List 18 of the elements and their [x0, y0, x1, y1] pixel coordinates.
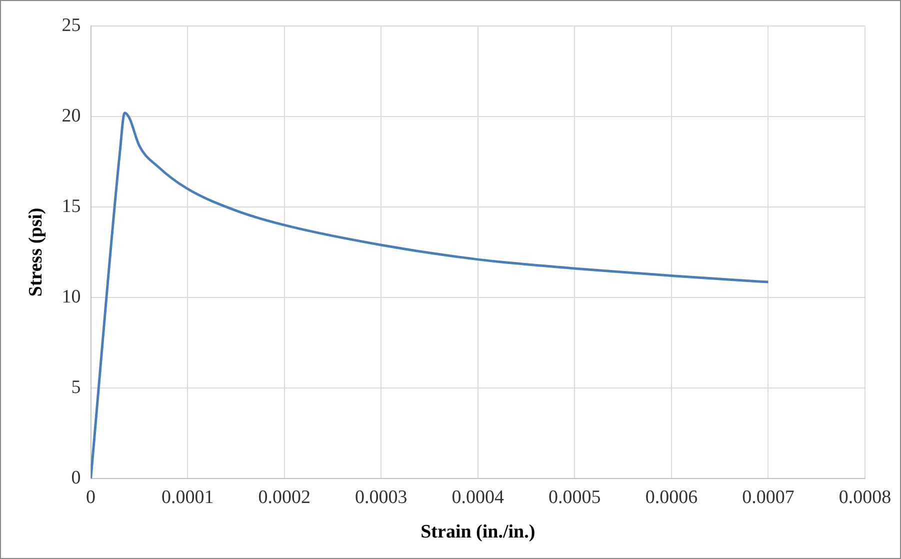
x-tick-label: 0.0001	[161, 486, 214, 508]
y-tick-label: 20	[62, 105, 81, 126]
y-tick-label: 10	[62, 286, 81, 308]
x-tick-label: 0.0003	[355, 486, 408, 508]
x-tick-label: 0.0008	[838, 486, 892, 508]
x-tick-label: 0.0005	[548, 486, 601, 508]
x-tick-label: 0.0006	[645, 486, 698, 508]
y-tick-label: 5	[71, 376, 81, 398]
y-tick-label: 0	[71, 467, 81, 488]
x-tick-label: 0	[86, 486, 96, 508]
y-tick-label: 25	[62, 14, 81, 36]
x-tick-label: 0.0004	[452, 486, 505, 508]
y-axis-title: Stress (psi)	[25, 208, 46, 297]
x-axis-title: Strain (in./in.)	[420, 522, 536, 543]
y-tick-label: 15	[62, 196, 81, 217]
x-tick-label: 0.0007	[742, 486, 794, 508]
x-tick-label: 0.0002	[258, 486, 310, 508]
line-series	[90, 112, 770, 478]
